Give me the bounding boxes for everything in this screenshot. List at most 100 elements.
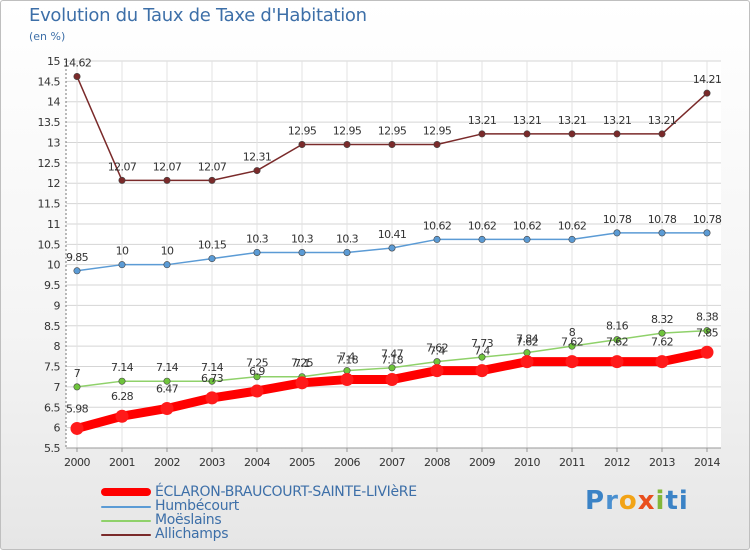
data-label-moeslains: 7 bbox=[74, 367, 81, 380]
data-label-eclaron: 6.47 bbox=[156, 382, 179, 395]
data-label-allichamps: 13.21 bbox=[648, 114, 677, 127]
data-label-moeslains: 8.38 bbox=[696, 311, 719, 324]
data-label-humbecourt: 9.85 bbox=[66, 251, 89, 264]
y-tick-label: 15 bbox=[47, 55, 60, 68]
data-point-moeslains bbox=[388, 364, 396, 372]
data-point-eclaron bbox=[250, 384, 264, 398]
y-tick-label: 6.5 bbox=[44, 401, 60, 414]
y-tick-label: 12.5 bbox=[38, 157, 61, 170]
data-label-moeslains: 7.14 bbox=[201, 361, 224, 374]
data-label-moeslains: 7.47 bbox=[381, 348, 404, 361]
data-point-moeslains bbox=[568, 342, 576, 350]
y-tick-label: 9 bbox=[54, 299, 61, 312]
data-point-allichamps bbox=[253, 167, 261, 175]
data-label-allichamps: 14.62 bbox=[63, 56, 92, 69]
y-tick-label: 7 bbox=[54, 381, 61, 394]
y-tick-label: 12 bbox=[47, 177, 60, 190]
legend-label-moeslains: Moëslains bbox=[155, 512, 222, 528]
data-point-humbecourt bbox=[73, 267, 81, 275]
y-tick-label: 6 bbox=[54, 422, 61, 435]
data-point-eclaron bbox=[340, 373, 354, 387]
x-tick-label: 2014 bbox=[694, 456, 720, 469]
data-point-allichamps bbox=[118, 176, 126, 184]
data-point-eclaron bbox=[700, 345, 714, 359]
data-label-humbecourt: 10.3 bbox=[246, 232, 269, 245]
x-tick-label: 2006 bbox=[334, 456, 360, 469]
data-label-humbecourt: 10.3 bbox=[291, 232, 314, 245]
y-tick-label: 8 bbox=[54, 340, 61, 353]
x-tick-label: 2007 bbox=[379, 456, 405, 469]
data-point-moeslains bbox=[163, 377, 171, 385]
data-point-humbecourt bbox=[388, 244, 396, 252]
data-label-allichamps: 12.95 bbox=[288, 125, 317, 138]
logo-letter: ti bbox=[665, 486, 689, 516]
data-point-humbecourt bbox=[568, 235, 576, 243]
x-tick-label: 2003 bbox=[199, 456, 225, 469]
data-label-eclaron: 7.62 bbox=[651, 336, 673, 349]
x-tick-label: 2013 bbox=[649, 456, 675, 469]
chart-title: Evolution du Taux de Taxe d'Habitation bbox=[29, 5, 367, 26]
y-tick-label: 14.5 bbox=[38, 75, 61, 88]
y-tick-label: 11 bbox=[47, 218, 60, 231]
x-tick-label: 2001 bbox=[109, 456, 135, 469]
data-label-humbecourt: 10.78 bbox=[693, 213, 722, 226]
data-label-moeslains: 7.14 bbox=[156, 361, 179, 374]
data-point-humbecourt bbox=[658, 229, 666, 237]
data-label-humbecourt: 10 bbox=[116, 245, 129, 258]
data-point-moeslains bbox=[703, 327, 711, 335]
data-point-humbecourt bbox=[523, 235, 531, 243]
data-point-humbecourt bbox=[253, 248, 261, 256]
y-axis-unit: (en %) bbox=[29, 30, 66, 43]
logo-letter: P bbox=[585, 486, 606, 516]
y-tick-label: 13.5 bbox=[38, 116, 61, 129]
data-point-humbecourt bbox=[208, 255, 216, 263]
data-label-moeslains: 7.25 bbox=[291, 357, 314, 370]
data-point-humbecourt bbox=[613, 229, 621, 237]
data-point-humbecourt bbox=[433, 235, 441, 243]
data-label-eclaron: 7.62 bbox=[516, 336, 538, 349]
data-point-allichamps bbox=[478, 130, 486, 138]
y-tick-label: 13 bbox=[47, 136, 60, 149]
data-point-eclaron bbox=[565, 355, 579, 369]
data-label-humbecourt: 10.15 bbox=[198, 239, 227, 252]
x-tick-label: 2010 bbox=[514, 456, 540, 469]
data-point-eclaron bbox=[295, 376, 309, 390]
data-label-eclaron: 6.73 bbox=[201, 372, 224, 385]
data-point-humbecourt bbox=[118, 261, 126, 269]
data-label-eclaron: 7.62 bbox=[561, 336, 583, 349]
data-point-humbecourt bbox=[298, 248, 306, 256]
data-label-allichamps: 12.07 bbox=[153, 160, 182, 173]
y-tick-label: 10 bbox=[47, 259, 60, 272]
data-label-humbecourt: 10 bbox=[161, 245, 174, 258]
x-tick-label: 2012 bbox=[604, 456, 630, 469]
y-tick-label: 5.5 bbox=[44, 442, 60, 455]
data-point-humbecourt bbox=[163, 261, 171, 269]
y-tick-label: 8.5 bbox=[44, 320, 60, 333]
data-point-allichamps bbox=[73, 72, 81, 80]
data-label-humbecourt: 10.62 bbox=[423, 219, 452, 232]
data-point-moeslains bbox=[478, 353, 486, 361]
data-point-eclaron bbox=[430, 364, 444, 378]
data-label-humbecourt: 10.78 bbox=[603, 213, 632, 226]
y-tick-label: 14 bbox=[47, 96, 60, 109]
data-label-moeslains: 8.16 bbox=[606, 320, 629, 333]
data-label-eclaron: 7.4 bbox=[474, 345, 490, 358]
x-tick-label: 2011 bbox=[559, 456, 585, 469]
data-point-allichamps bbox=[163, 176, 171, 184]
data-label-humbecourt: 10.78 bbox=[648, 213, 677, 226]
data-point-moeslains bbox=[523, 349, 531, 357]
data-point-allichamps bbox=[523, 130, 531, 138]
data-point-humbecourt bbox=[703, 229, 711, 237]
data-label-moeslains: 7.62 bbox=[426, 342, 448, 355]
logo-letter: r bbox=[605, 486, 619, 516]
data-label-humbecourt: 10.3 bbox=[336, 232, 359, 245]
data-label-moeslains: 7.73 bbox=[471, 337, 494, 350]
legend-swatch-moeslains bbox=[101, 520, 151, 522]
data-label-eclaron: 7.18 bbox=[381, 354, 404, 367]
proxiti-logo: Proxiti bbox=[585, 486, 689, 516]
data-point-allichamps bbox=[568, 130, 576, 138]
x-tick-label: 2009 bbox=[469, 456, 495, 469]
data-point-moeslains bbox=[73, 383, 81, 391]
y-tick-label: 10.5 bbox=[38, 238, 61, 251]
